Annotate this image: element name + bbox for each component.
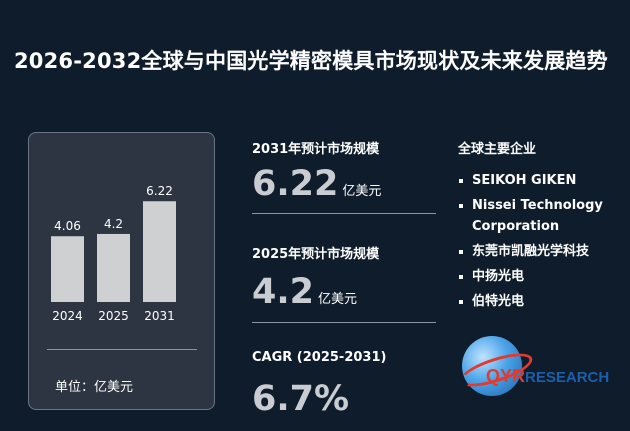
logo-yr: YR — [500, 366, 526, 386]
bar-2024 — [51, 236, 84, 302]
company-item: SEIKOH GIKEN — [458, 170, 628, 191]
cagr-label: CAGR (2025-2031) — [252, 350, 387, 365]
companies-title: 全球主要企业 — [458, 142, 537, 157]
data-label-2031: 6.22 — [146, 184, 173, 198]
metric-2031-number: 6.22 — [252, 164, 339, 204]
chart-divider — [47, 349, 197, 350]
bar-2025 — [97, 233, 130, 302]
company-item: 伯特光电 — [458, 291, 628, 312]
metric-2031-label: 2031年预计市场规模 — [252, 142, 380, 157]
page-title: 2026-2032全球与中国光学精密模具市场现状及未来发展趋势 — [14, 49, 608, 73]
qyresearch-logo: QYRRESEARCH — [456, 336, 612, 408]
logo-research: RESEARCH — [525, 369, 610, 386]
metric-2031-value: 6.22 亿美元 — [252, 164, 381, 212]
data-label-2025: 4.2 — [104, 217, 123, 231]
metric-2025-value: 4.2 亿美元 — [252, 272, 357, 320]
cagr-value: 6.7% — [252, 379, 350, 419]
bar-2031 — [143, 201, 176, 302]
tick-label-2024: 2024 — [52, 309, 83, 323]
metric-2025-unit: 亿美元 — [318, 292, 358, 307]
logo-q: Q — [486, 366, 501, 386]
company-item: Nissei Technology Corporation — [458, 195, 628, 237]
market-size-chart: 4.06 2024 4.2 2025 6.22 2031 单位：亿美元 — [28, 132, 215, 410]
metric-divider-2 — [252, 322, 436, 323]
globe-icon — [462, 336, 522, 396]
company-item: 中扬光电 — [458, 266, 628, 287]
metric-2025-label: 2025年预计市场规模 — [252, 247, 380, 262]
metric-divider-1 — [252, 213, 436, 214]
data-label-2024: 4.06 — [54, 219, 81, 233]
company-item: 东莞市凯融光学科技 — [458, 241, 628, 262]
unit-note: 单位：亿美元 — [55, 380, 134, 395]
tick-label-2025: 2025 — [98, 309, 129, 323]
bar-chart-svg: 4.06 2024 4.2 2025 6.22 2031 — [51, 184, 176, 323]
metric-2031-unit: 亿美元 — [342, 184, 382, 199]
logo-text: QYRRESEARCH — [486, 366, 609, 387]
metric-2025-number: 4.2 — [252, 272, 315, 312]
company-list: SEIKOH GIKEN Nissei Technology Corporati… — [458, 170, 628, 316]
tick-label-2031: 2031 — [144, 309, 175, 323]
